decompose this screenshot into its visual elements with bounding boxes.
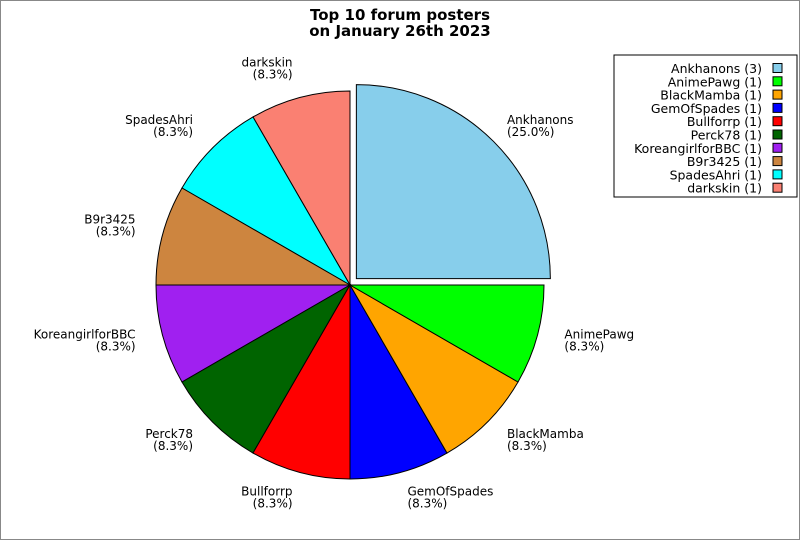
legend-entry-blackmamba-1-: BlackMamba (1)	[660, 88, 762, 103]
slice-percent-blackmamba: (8.3%)	[507, 439, 547, 453]
legend-swatch-b9r3425-1-	[772, 156, 783, 167]
legend-swatch-koreangirlforbbc-1-	[772, 142, 783, 153]
slice-label-bullforrp: Bullforrp	[241, 484, 292, 498]
legend-swatch-spadesahri-1-	[772, 169, 783, 180]
pie-slice-spadesahri	[181, 116, 352, 287]
legend-swatch-darkskin-1-	[772, 182, 783, 193]
legend-box	[613, 54, 798, 198]
pie-slices	[155, 84, 551, 480]
slice-label-spadesahri: SpadesAhri	[125, 113, 193, 127]
slice-percent-darkskin: (8.3%)	[253, 68, 293, 82]
slice-percent-ankhanons: (25.0%)	[507, 125, 554, 139]
legend-entry-animepawg-1-: AnimePawg (1)	[668, 74, 762, 89]
slice-label-darkskin: darkskin	[242, 56, 293, 70]
slice-percent-bullforrp: (8.3%)	[253, 496, 293, 510]
legend-entry-koreangirlforbbc-1-: KoreangirlforBBC (1)	[634, 141, 762, 156]
legend-swatch-blackmamba-1-	[772, 89, 783, 100]
pie-slice-b9r3425	[155, 187, 352, 286]
legend-entry-darkskin-1-: darkskin (1)	[687, 181, 762, 196]
slice-label-perck78: Perck78	[145, 427, 193, 441]
legend-swatch-perck78-1-	[772, 129, 783, 140]
slice-percent-b9r3425: (8.3%)	[96, 225, 136, 239]
slice-percent-koreangirlforbbc: (8.3%)	[96, 339, 136, 353]
slice-percent-gemofspades: (8.3%)	[407, 496, 447, 510]
pie-slice-perck78	[181, 283, 352, 454]
legend: Ankhanons (3)AnimePawg (1)BlackMamba (1)…	[613, 54, 798, 198]
legend-swatch-gemofspades-1-	[772, 102, 783, 113]
chart-title-line-2: on January 26th 2023	[309, 22, 490, 40]
pie-labels: Ankhanons(25.0%)darkskin(8.3%)SpadesAhri…	[34, 56, 635, 511]
slice-label-b9r3425: B9r3425	[84, 213, 135, 227]
slice-label-blackmamba: BlackMamba	[507, 427, 584, 441]
slice-percent-perck78: (8.3%)	[153, 439, 193, 453]
legend-entry-perck78-1-: Perck78 (1)	[691, 128, 762, 143]
pie-slice-ankhanons	[355, 84, 551, 280]
legend-entry-ankhanons-3-: Ankhanons (3)	[671, 61, 762, 76]
legend-swatch-ankhanons-3-	[772, 63, 783, 73]
slice-percent-spadesahri: (8.3%)	[153, 125, 193, 139]
slice-label-ankhanons: Ankhanons	[507, 113, 574, 127]
pie-slice-darkskin	[252, 90, 351, 287]
slice-label-animepawg: AnimePawg	[564, 327, 634, 341]
legend-swatch-animepawg-1-	[772, 76, 783, 87]
slice-label-koreangirlforbbc: KoreangirlforBBC	[34, 327, 136, 341]
chart-title-line-1: Top 10 forum posters	[310, 6, 490, 24]
legend-swatch-bullforrp-1-	[772, 116, 783, 127]
pie-slice-gemofspades	[349, 283, 448, 480]
slice-label-gemofspades: GemOfSpades	[407, 484, 493, 498]
pie-slice-blackmamba	[348, 283, 519, 454]
slice-percent-animepawg: (8.3%)	[564, 339, 604, 353]
pie-slice-bullforrp	[252, 283, 351, 480]
legend-entry-b9r3425-1-: B9r3425 (1)	[687, 154, 762, 169]
legend-entry-gemofspades-1-: GemOfSpades (1)	[651, 101, 762, 116]
legend-entry-bullforrp-1-: Bullforrp (1)	[687, 114, 762, 129]
pie-slice-koreangirlforbbc	[155, 284, 352, 383]
legend-entry-spadesahri-1-: SpadesAhri (1)	[670, 167, 762, 182]
pie-slice-animepawg	[348, 284, 545, 383]
